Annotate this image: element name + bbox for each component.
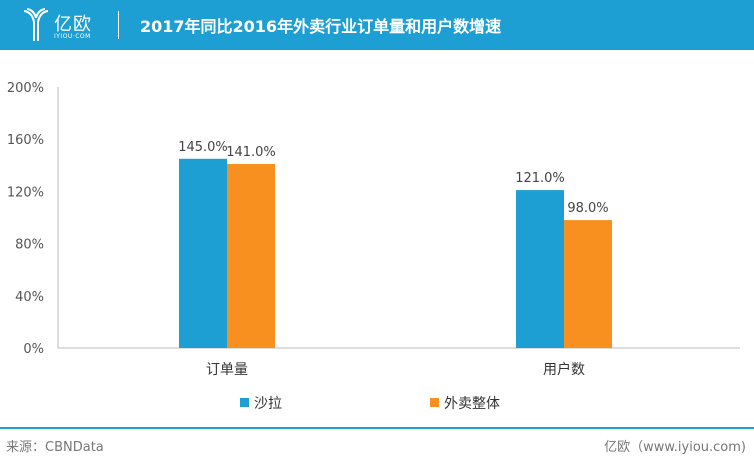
y-tick-label: 40% [15,290,44,305]
data-label: 141.0% [226,145,276,160]
y-tick-label: 0% [23,342,44,357]
credit-text: 亿欧（www.iyiou.com) [604,440,746,455]
logo-text: 亿欧 [54,14,92,35]
y-tick-label: 120% [7,185,44,200]
bar-chart: 0% 40% 80% 120% 160% 200% 145.0%141.0% 订单量 121.0… [7,81,740,412]
header-divider [118,11,119,39]
y-tick-label: 200% [7,81,44,96]
legend-swatch [430,398,439,407]
legend-label: 沙拉 [254,396,282,412]
source-text: 来源：CBNData [6,440,104,455]
category-label: 订单量 [206,362,248,378]
logo-subtext: IYIOU·COM [54,33,91,40]
footer-divider [0,427,754,429]
bar [516,190,564,348]
legend-swatch [240,398,249,407]
y-tick-label: 160% [7,133,44,148]
header-bar: 亿欧 IYIOU·COM 2017年同比2016年外卖行业订单量和用户数增速 [0,0,754,50]
bar [179,158,227,348]
page-title: 2017年同比2016年外卖行业订单量和用户数增速 [140,17,502,36]
legend-label: 外卖整体 [444,396,500,412]
data-label: 121.0% [515,171,565,186]
y-tick-label: 80% [15,238,44,253]
logo: 亿欧 IYIOU·COM [22,8,102,42]
bar [227,163,275,348]
data-label: 145.0% [178,140,228,155]
logo-icon [23,8,49,41]
category-label: 用户数 [543,361,585,378]
bar [564,220,612,348]
data-label: 98.0% [567,201,608,216]
